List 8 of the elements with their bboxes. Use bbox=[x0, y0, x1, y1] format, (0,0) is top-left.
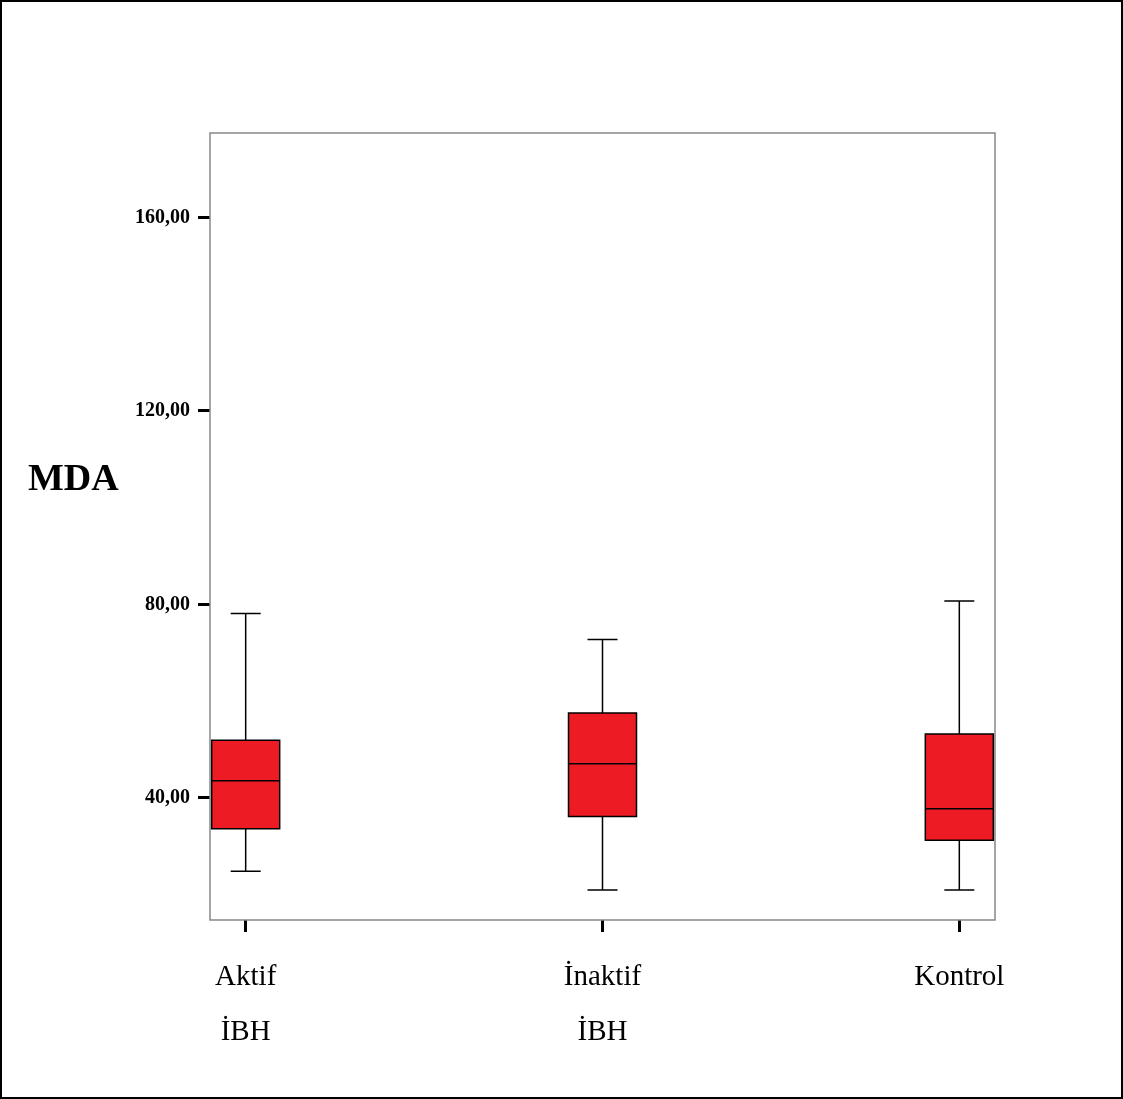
y-axis-title: MDA bbox=[28, 455, 120, 498]
x-tick-label: İnaktif İBH bbox=[563, 959, 642, 1047]
y-tick-label: 80,00 bbox=[145, 591, 190, 614]
x-tick-label: Kontrol bbox=[914, 959, 1005, 992]
y-tick-label: 40,00 bbox=[145, 784, 190, 807]
y-tick-label: 120,00 bbox=[135, 398, 190, 421]
x-tick-label: Aktif İBH bbox=[215, 959, 277, 1047]
y-tick-label: 160,00 bbox=[135, 204, 190, 227]
